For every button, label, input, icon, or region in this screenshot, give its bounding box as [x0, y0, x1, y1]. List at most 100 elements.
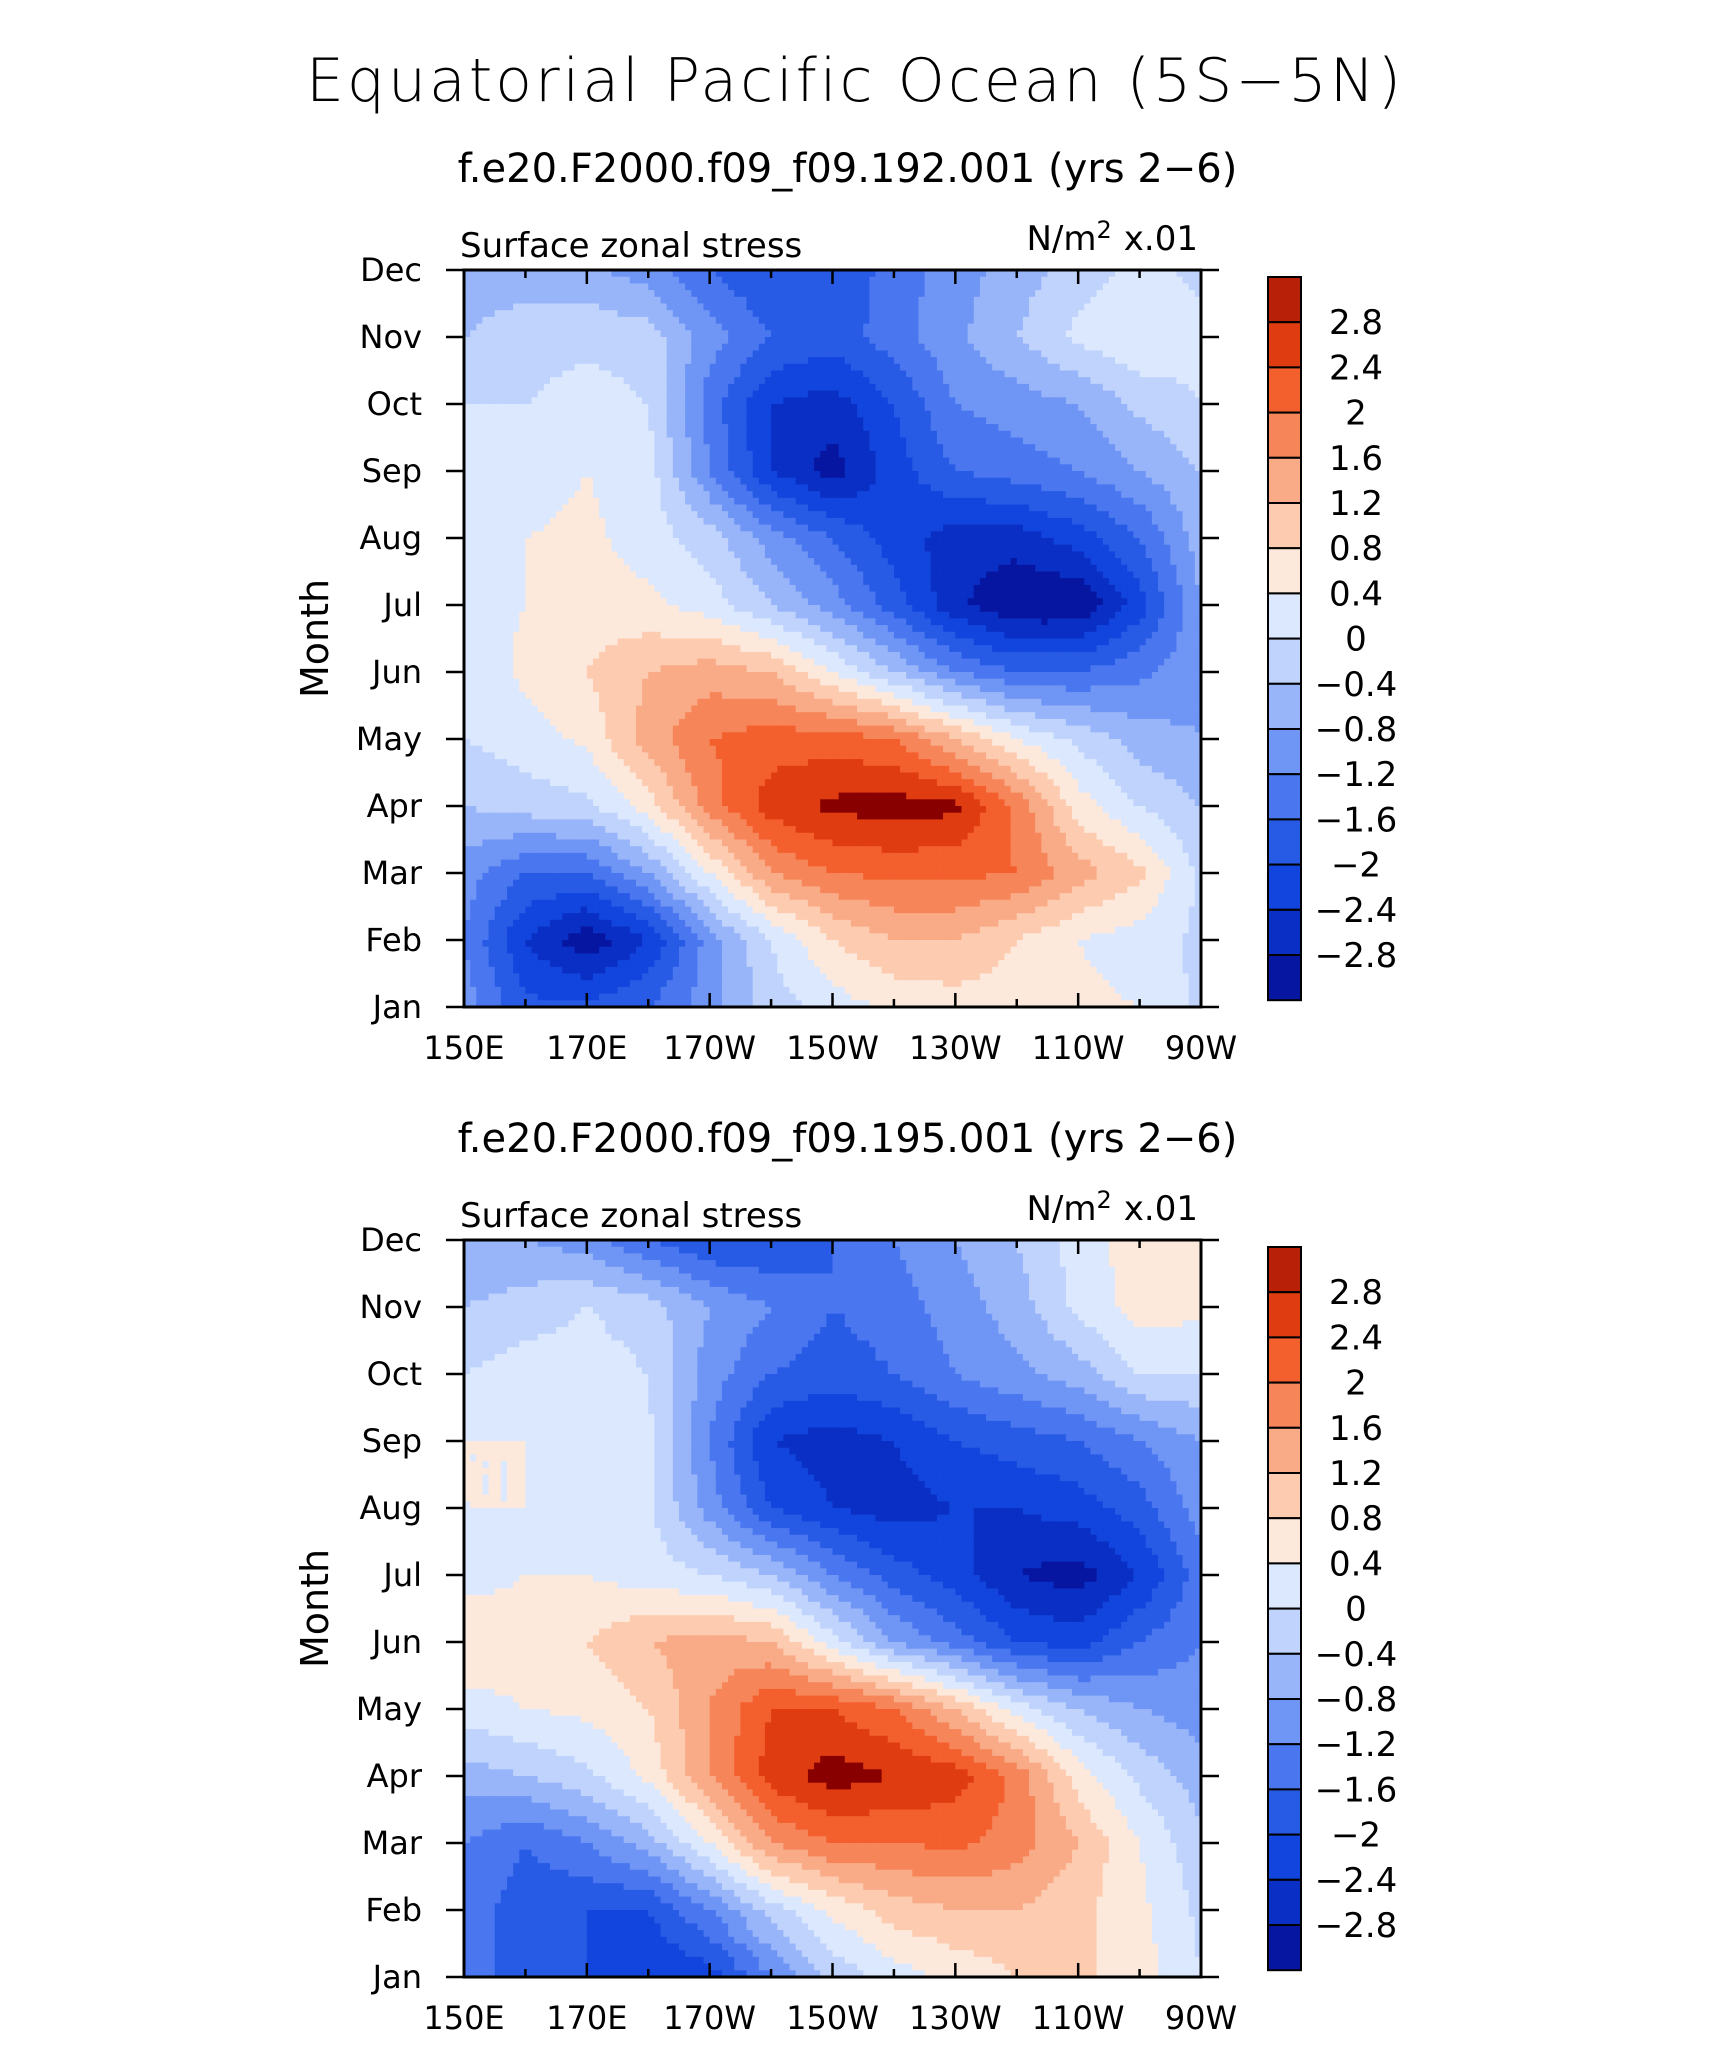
contour-cell — [531, 450, 539, 459]
contour-cell — [1108, 511, 1116, 519]
contour-cell — [488, 450, 496, 459]
contour-cell — [1164, 383, 1171, 392]
contour-cell — [1041, 397, 1049, 405]
contour-cell — [1004, 397, 1012, 405]
contour-cell — [562, 504, 570, 512]
contour-cell — [599, 504, 606, 512]
contour-cell — [605, 323, 612, 331]
contour-cell — [586, 450, 594, 459]
contour-cell — [881, 424, 889, 432]
contour-cell — [629, 270, 637, 278]
contour-cell — [764, 491, 772, 499]
contour-cell — [820, 531, 827, 539]
contour-cell — [531, 270, 539, 278]
contour-cell — [973, 410, 981, 418]
contour-cell — [642, 497, 649, 506]
contour-cell — [1078, 524, 1085, 532]
contour-cell — [660, 337, 668, 345]
contour-cell — [543, 410, 551, 418]
contour-cell — [648, 477, 655, 485]
contour-cell — [1139, 316, 1147, 325]
contour-cell — [857, 350, 864, 358]
contour-cell — [783, 450, 791, 459]
contour-cell — [556, 290, 563, 298]
contour-cell — [1010, 437, 1018, 445]
contour-cell — [912, 538, 920, 546]
contour-cell — [764, 437, 772, 445]
contour-cell — [801, 370, 809, 378]
contour-cell — [1170, 337, 1178, 345]
contour-cell — [648, 464, 655, 472]
contour-cell — [482, 531, 490, 539]
contour-cell — [1065, 404, 1073, 412]
contour-cell — [1133, 477, 1141, 485]
contour-cell — [617, 504, 625, 512]
contour-cell — [881, 404, 889, 412]
contour-cell — [685, 464, 692, 472]
contour-cell — [826, 350, 834, 358]
contour-cell — [1151, 283, 1159, 291]
contour-cell — [783, 276, 791, 284]
contour-cell — [599, 464, 606, 472]
contour-cell — [1053, 303, 1061, 311]
contour-cell — [869, 504, 877, 512]
contour-cell — [783, 383, 791, 392]
contour-cell — [807, 517, 815, 526]
contour-cell — [574, 544, 582, 552]
contour-cell — [648, 504, 655, 512]
contour-cell — [470, 270, 477, 278]
contour-cell — [1158, 450, 1165, 459]
contour-cell — [660, 504, 668, 512]
contour-cell — [1096, 538, 1104, 546]
contour-cell — [488, 437, 496, 445]
contour-cell — [1133, 504, 1141, 512]
contour-cell — [506, 330, 514, 338]
contour-cell — [580, 417, 588, 425]
contour-cell — [678, 276, 686, 284]
contour-cell — [1164, 404, 1171, 412]
contour-cell — [549, 290, 557, 298]
contour-cell — [930, 430, 938, 439]
contour-cell — [844, 511, 852, 519]
contour-cell — [629, 330, 637, 338]
contour-cell — [814, 444, 821, 452]
contour-cell — [605, 343, 612, 351]
contour-cell — [857, 390, 864, 398]
contour-cell — [795, 370, 803, 378]
contour-cell — [525, 538, 533, 546]
contour-cell — [943, 350, 950, 358]
contour-cell — [801, 410, 809, 418]
contour-cell — [857, 270, 864, 278]
contour-cell — [648, 531, 655, 539]
contour-cell — [1084, 444, 1092, 452]
contour-cell — [1182, 363, 1190, 372]
contour-cell — [1102, 397, 1110, 405]
contour-cell — [1090, 383, 1098, 392]
contour-cell — [685, 424, 692, 432]
contour-cell — [1053, 424, 1061, 432]
contour-cell — [1022, 370, 1030, 378]
contour-cell — [629, 410, 637, 418]
contour-cell — [660, 357, 668, 365]
contour-cell — [709, 283, 717, 291]
contour-cell — [949, 276, 956, 284]
contour-cell — [660, 471, 668, 479]
contour-cell — [1004, 383, 1012, 392]
contour-cell — [1121, 450, 1128, 459]
contour-cell — [703, 296, 711, 305]
contour-cell — [912, 363, 920, 372]
contour-cell — [900, 504, 907, 512]
contour-cell — [1115, 531, 1122, 539]
contour-cell — [992, 370, 999, 378]
contour-cell — [654, 544, 662, 552]
contour-cell — [592, 517, 600, 526]
contour-cell — [525, 477, 533, 485]
contour-cell — [476, 471, 484, 479]
contour-cell — [623, 491, 631, 499]
contour-cell — [1102, 357, 1110, 365]
contour-cell — [771, 350, 778, 358]
contour-cell — [506, 444, 514, 452]
contour-cell — [500, 444, 508, 452]
contour-cell — [832, 464, 840, 472]
contour-cell — [635, 477, 643, 485]
